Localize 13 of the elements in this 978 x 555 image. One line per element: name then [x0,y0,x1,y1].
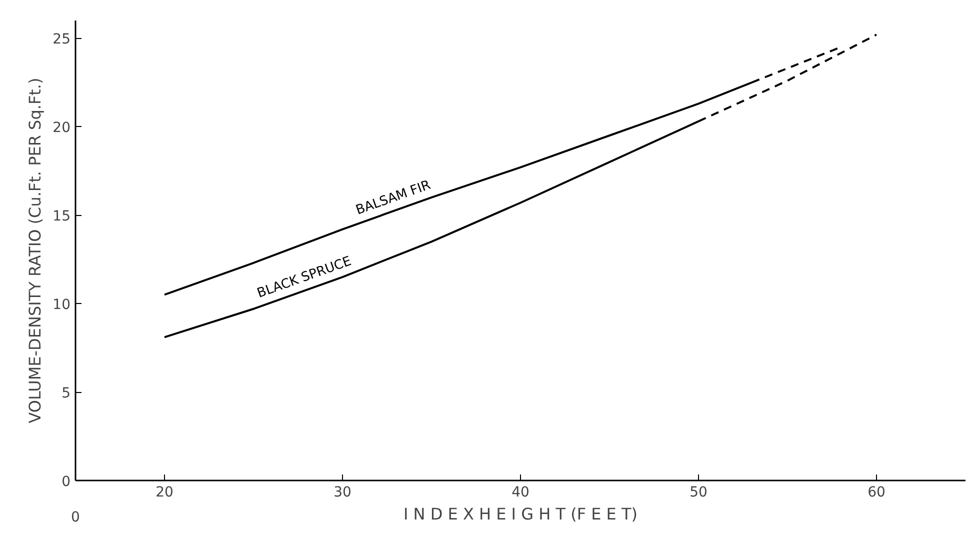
y-tick-label: 0 [62,474,71,490]
x-tick-label: 20 [156,484,174,500]
y-tick-label: 10 [52,297,71,314]
y-axis-title: VOLUME-DENSITY RATIO (Cu.Ft. PER Sq.Ft.) [26,78,45,424]
x-tick-label: 30 [334,484,352,500]
x-axis-title: I N D E X H E I G H T (F E E T) [403,504,638,524]
x-tick-label: 60 [868,484,886,500]
y-tick-label: 5 [62,386,71,402]
y-tick-label: 25 [52,32,71,48]
y-tick-label: 15 [52,208,71,225]
y-tick-label: 20 [52,120,71,136]
x-tick-label: 40 [512,484,530,500]
x-tick-label: 50 [690,484,708,500]
